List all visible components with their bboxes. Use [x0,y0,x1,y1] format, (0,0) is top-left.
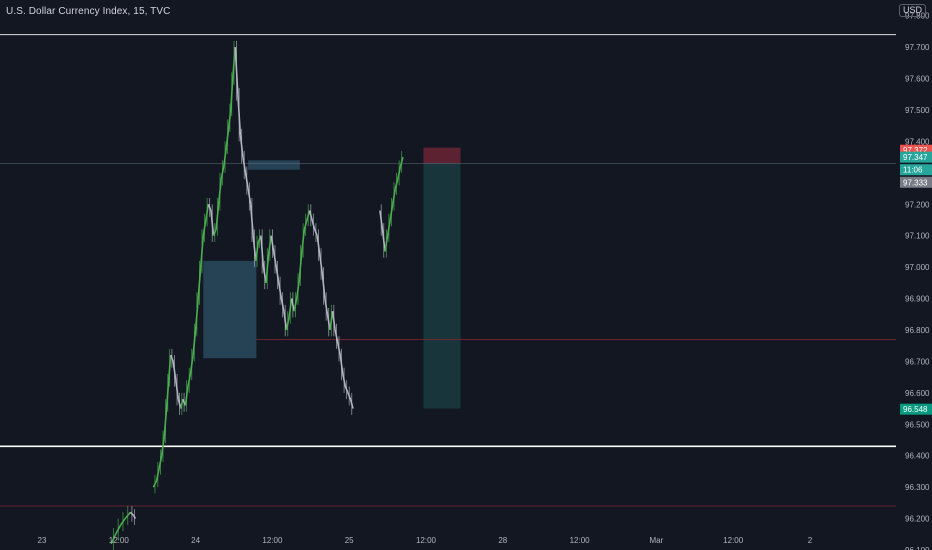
y-tick-label: 96.500 [905,420,930,429]
y-tick-label: 96.800 [905,326,930,335]
levels-layer [0,34,896,507]
y-tick-label: 97.200 [905,200,930,209]
position-target [423,163,461,409]
price-tag [900,176,932,188]
x-tick-label: 2 [808,536,813,545]
y-tick-label: 96.700 [905,357,930,366]
y-tick-label: 96.300 [905,483,930,492]
x-tick-label: 24 [191,536,200,545]
y-tick-label: 97.400 [905,137,930,146]
chart-title: U.S. Dollar Currency Index, 15, TVC [6,6,171,17]
x-tick-label: 12:00 [262,536,283,545]
y-tick-label: 96.200 [905,515,930,524]
price-tag-label: 11:06 [903,166,923,175]
price-layer [110,40,404,550]
y-tick-label: 96.600 [905,389,930,398]
supply-zone [248,160,300,170]
price-tag [900,151,932,163]
x-tick-label: 28 [498,536,507,545]
zones-layer [203,147,461,409]
position-stop [423,147,461,164]
y-tick-label: 96.100 [905,546,930,550]
x-axis: 23 12:00 24 12:00 25 12:00 28 12:00 Mar 12:00 2 [38,536,813,545]
price-tag-label: 97.333 [903,178,928,187]
x-tick-label: 23 [38,536,47,545]
x-tick-label: Mar [650,536,664,545]
y-axis: 97.80097.70097.60097.50097.40097.20097.1… [905,12,930,550]
price-tag-label: 97.372 [903,146,928,155]
x-tick-label: 12:00 [723,536,744,545]
currency-button[interactable]: USD [898,4,926,17]
demand-zone [203,260,257,359]
y-tick-label: 97.600 [905,75,930,84]
price-tag [900,164,932,176]
price-tag [900,403,932,415]
y-tick-label: 96.400 [905,452,930,461]
y-tick-label: 97.500 [905,106,930,115]
price-tag-label: 96.548 [903,405,928,414]
x-tick-label: 12:00 [109,536,130,545]
x-tick-label: 12:00 [570,536,591,545]
y-tick-label: 97.700 [905,43,930,52]
y-tick-label: 97.100 [905,232,930,241]
y-tick-label: 97.000 [905,263,930,272]
price-tag-label: 97.347 [903,153,928,162]
x-tick-label: 25 [345,536,354,545]
price-tag [900,144,932,156]
x-tick-label: 12:00 [416,536,437,545]
y-tick-label: 96.900 [905,295,930,304]
